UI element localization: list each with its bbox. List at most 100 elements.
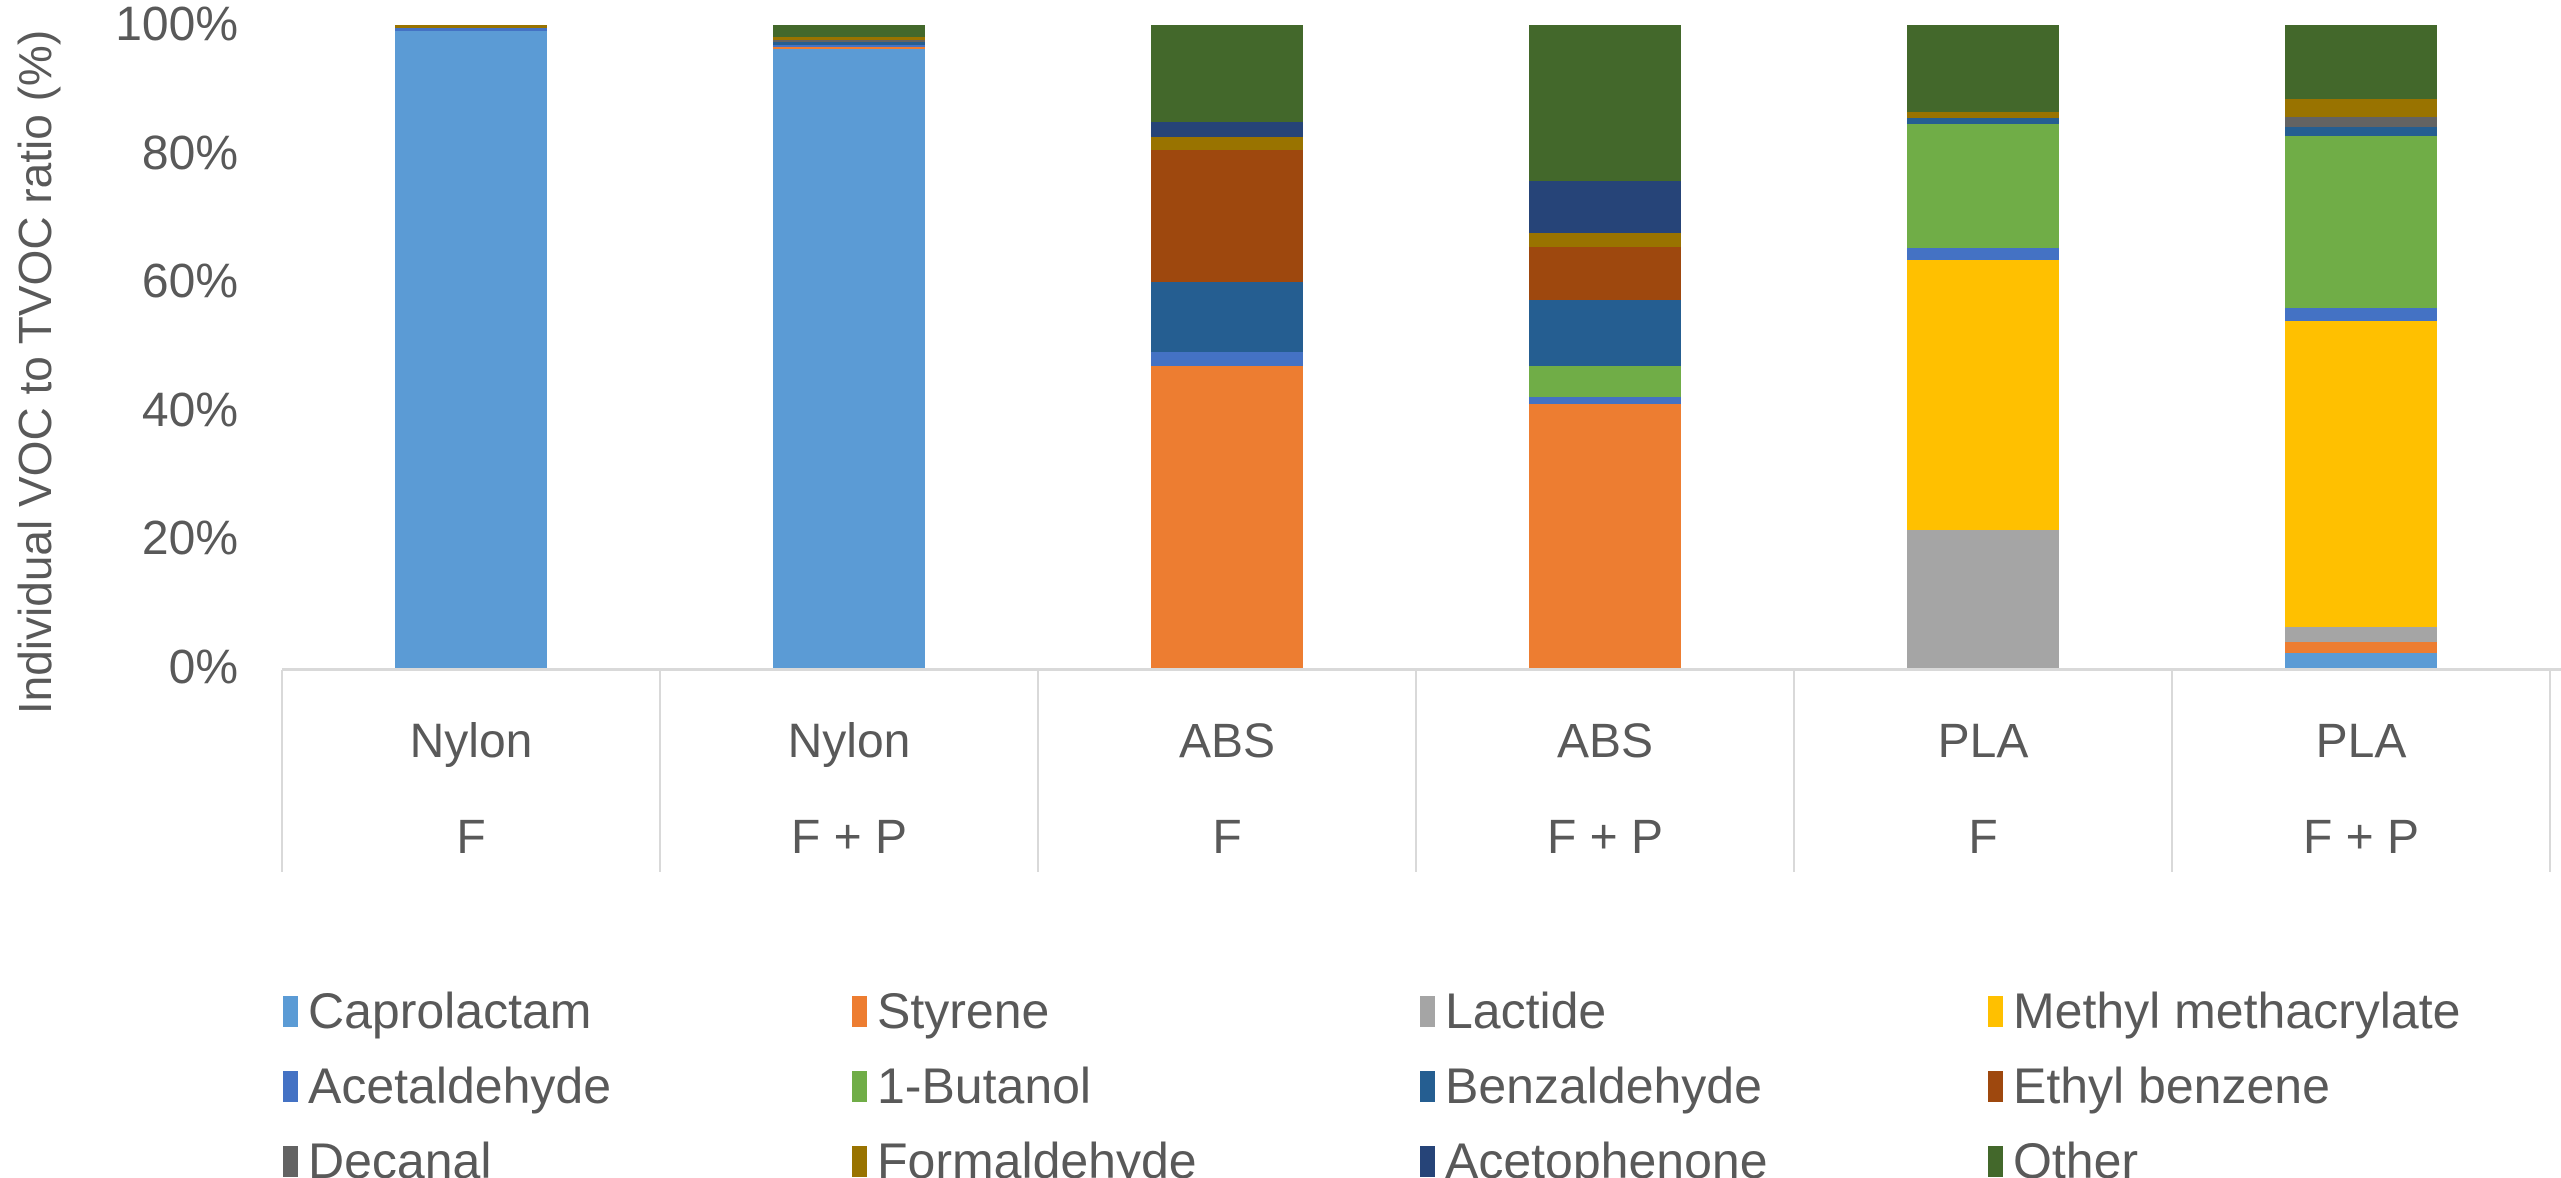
bar-segment [1907, 124, 2059, 249]
legend-label: Formaldehyde [877, 1133, 1197, 1178]
category-divider [281, 670, 283, 872]
legend-label: Lactide [1445, 983, 1607, 1039]
legend-label: 1-Butanol [877, 1058, 1092, 1114]
category-material-label: PLA [2315, 715, 2407, 768]
y-tick-label: 20% [141, 512, 238, 566]
legend-swatch [852, 1070, 867, 1102]
bar-segment [2285, 98, 2437, 117]
category-divider [1793, 670, 1795, 872]
legend-swatch [1988, 1145, 2003, 1177]
legend-item: Ethyl benzene [1988, 1061, 2330, 1111]
category-condition-label: F [1968, 811, 1998, 864]
category-condition-label: F [1212, 811, 1242, 864]
category-divider [2549, 670, 2551, 872]
legend-label: Decanal [308, 1133, 492, 1178]
legend-swatch [1988, 1070, 2003, 1102]
bar-segment [2285, 642, 2437, 653]
legend-item: Acetophenone [1420, 1136, 1768, 1178]
legend-item: Styrene [852, 986, 1049, 1036]
bar-segment [395, 31, 547, 668]
legend-swatch [1988, 995, 2003, 1027]
bar-segment [1907, 112, 2059, 118]
bar-segment [1907, 529, 2059, 668]
bar-segment [773, 39, 925, 43]
bar-segment [1529, 404, 1681, 668]
bar-segment [1907, 248, 2059, 260]
bar-segment [1529, 300, 1681, 366]
bar-segment [1529, 233, 1681, 247]
legend-label: Acetaldehyde [308, 1058, 612, 1114]
bar-segment [1529, 25, 1681, 181]
y-tick-label: 100% [115, 0, 238, 51]
legend-label: Other [2013, 1133, 2139, 1178]
category-divider [2171, 670, 2173, 872]
legend-item: Acetaldehyde [283, 1061, 611, 1111]
category-divider [1037, 670, 1039, 872]
bar-segment [1907, 259, 2059, 530]
bar-segment [2285, 627, 2437, 643]
legend-item: Lactide [1420, 986, 1606, 1036]
bar-segment [1151, 25, 1303, 123]
bar-segment [1529, 246, 1681, 301]
y-tick-label: 0% [168, 641, 238, 694]
category-material-label: Nylon [409, 715, 533, 768]
legend-label: Caprolactam [308, 983, 592, 1039]
x-axis-line [282, 668, 2561, 671]
y-axis-title: Individual VOC to TVOC ratio (%) [9, 29, 61, 715]
bar-segment [2285, 307, 2437, 322]
legend-item: Benzaldehyde [1420, 1061, 1762, 1111]
category-material-label: ABS [1178, 715, 1276, 768]
legend-swatch [1420, 995, 1435, 1027]
y-tick-label: 40% [141, 383, 238, 437]
bar-segment [1151, 149, 1303, 283]
bar-segment [773, 46, 925, 49]
bar-segment [1529, 365, 1681, 398]
legend-item: Other [1988, 1136, 2138, 1178]
legend-swatch [1420, 1070, 1435, 1102]
bar-segment [2285, 321, 2437, 628]
legend-label: Ethyl benzene [2013, 1058, 2330, 1114]
legend-item: Formaldehyde [852, 1136, 1197, 1178]
bar-segment [2285, 127, 2437, 137]
legend-label: Benzaldehyde [1445, 1058, 1762, 1114]
y-tick-label: 60% [141, 255, 238, 309]
legend-label: Styrene [877, 983, 1050, 1039]
bar-segment [1151, 366, 1303, 668]
bar-segment [1529, 180, 1681, 234]
bar-segment [395, 27, 547, 32]
legend-swatch [852, 1145, 867, 1177]
bar-segment [1151, 122, 1303, 137]
bar-segment [1151, 282, 1303, 353]
bar-segment [2285, 25, 2437, 99]
category-condition-label: F + P [1546, 811, 1664, 864]
legend-swatch [283, 995, 298, 1027]
category-material-label: Nylon [787, 715, 911, 768]
legend-swatch [283, 1145, 298, 1177]
legend-item: 1-Butanol [852, 1061, 1091, 1111]
legend-item: Caprolactam [283, 986, 591, 1036]
category-condition-label: F [456, 811, 486, 864]
category-condition-label: F + P [2302, 811, 2420, 864]
legend-label: Methyl methacrylate [2013, 983, 2461, 1039]
bar-segment [773, 25, 925, 38]
legend-item: Decanal [283, 1136, 491, 1178]
bar-segment [1907, 25, 2059, 113]
bar-segment [1529, 397, 1681, 405]
legend-label: Acetophenone [1445, 1133, 1768, 1178]
y-tick-label: 80% [141, 126, 238, 180]
category-material-label: PLA [1937, 715, 2029, 768]
category-condition-label: F + P [790, 811, 908, 864]
legend-swatch [852, 995, 867, 1027]
bar-segment [1151, 136, 1303, 150]
bar-segment [773, 42, 925, 45]
bar-segment [773, 44, 925, 47]
category-divider [1415, 670, 1417, 872]
bar-segment [1907, 117, 2059, 124]
bar-segment [395, 25, 547, 28]
category-material-label: ABS [1556, 715, 1654, 768]
legend-item: Methyl methacrylate [1988, 986, 2460, 1036]
legend-swatch [283, 1070, 298, 1102]
bar-segment [2285, 116, 2437, 128]
bar-segment [773, 48, 925, 668]
